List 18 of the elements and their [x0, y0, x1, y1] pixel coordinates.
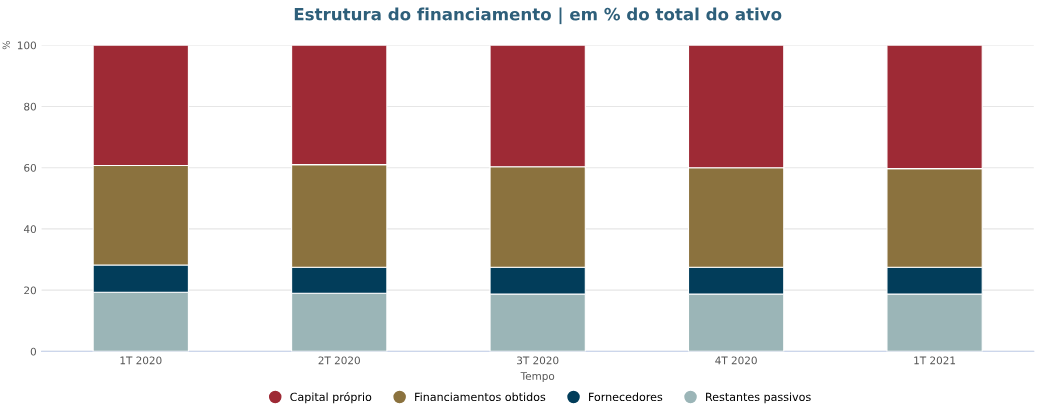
- x-tick-label: 3T 2020: [517, 356, 559, 365]
- y-tick-label: 80: [24, 102, 37, 111]
- legend-label: Fornecedores: [589, 392, 663, 402]
- x-tick-label: 1T 2020: [120, 356, 162, 365]
- legend-label: Capital próprio: [290, 392, 372, 404]
- y-axis-title: %: [2, 41, 10, 50]
- x-tick-label: 4T 2020: [715, 356, 757, 365]
- legend-label: Restantes passivos: [706, 392, 811, 404]
- legend-label: Financiamentos obtidos: [415, 392, 546, 402]
- x-axis-title: Tempo: [520, 372, 555, 382]
- y-tick-label: 60: [24, 163, 37, 172]
- y-tick-label: 0: [30, 347, 37, 356]
- x-tick-label: 2T 2020: [318, 356, 360, 365]
- x-tick-label: 1T 2021: [914, 356, 956, 365]
- y-tick-label: 40: [23, 225, 37, 234]
- y-tick-label: 100: [17, 41, 37, 50]
- chart-title: Estrutura do financiamento | em % do total do ativo: [294, 7, 782, 25]
- y-tick-label: 20: [24, 286, 37, 295]
